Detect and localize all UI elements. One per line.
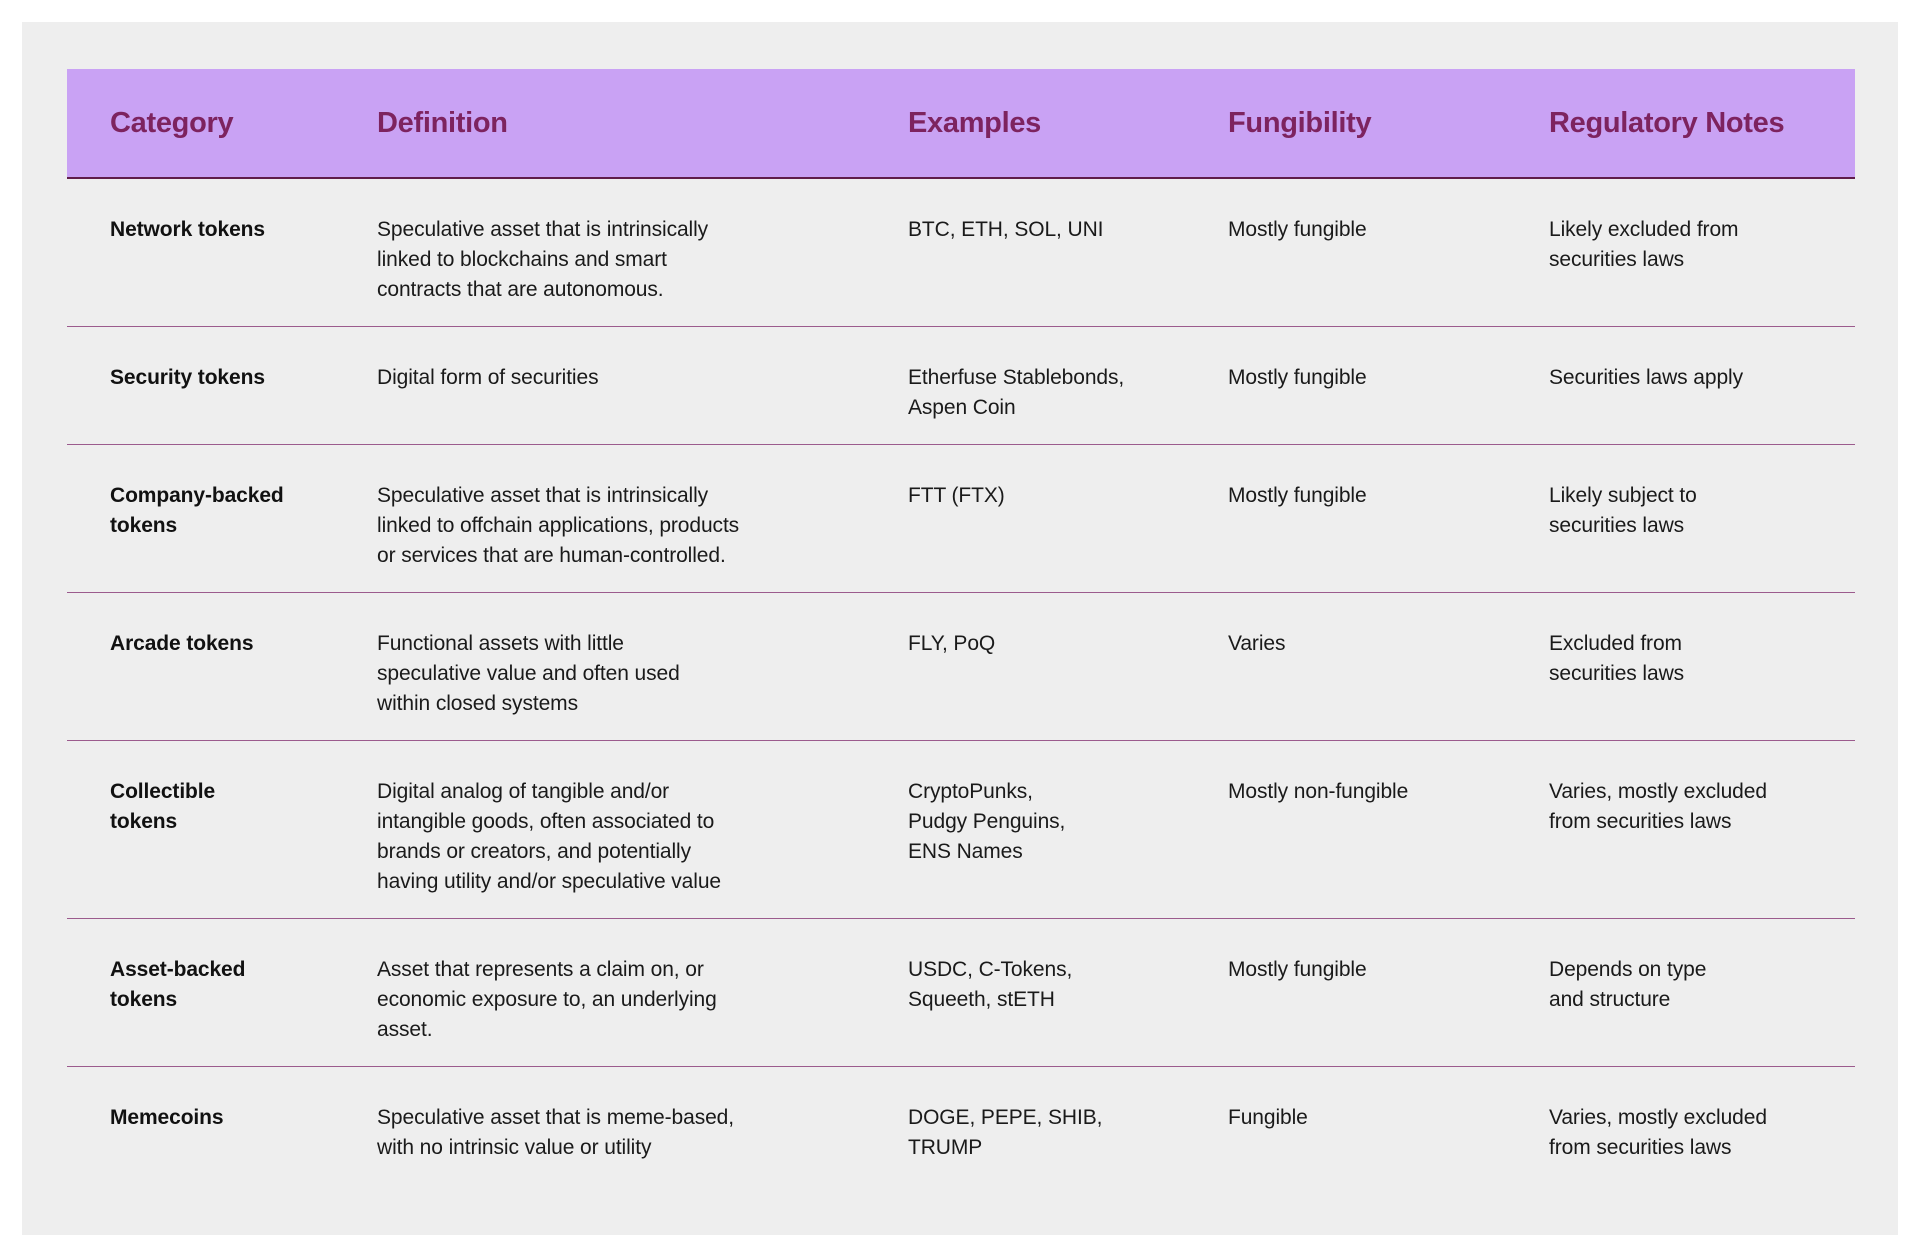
- cell-definition: Digital form of securities: [377, 366, 599, 389]
- cell-definition: Functional assets with little speculativ…: [377, 632, 680, 715]
- cell-regulatory-notes: Varies, mostly excluded from securities …: [1549, 1106, 1767, 1159]
- cell-regulatory-notes: Likely excluded from securities laws: [1549, 218, 1739, 271]
- cell-category: Company-backed tokens: [110, 484, 284, 537]
- cell-fungibility: Mostly fungible: [1228, 366, 1367, 389]
- cell-examples: CryptoPunks, Pudgy Penguins, ENS Names: [908, 780, 1066, 863]
- cell-regulatory-notes: Excluded from securities laws: [1549, 632, 1685, 685]
- column-header-fungibility: Fungibility: [1228, 106, 1372, 139]
- cell-regulatory-notes: Securities laws apply: [1549, 366, 1743, 389]
- cell-examples: BTC, ETH, SOL, UNI: [908, 218, 1104, 241]
- cell-fungibility: Mostly fungible: [1228, 958, 1367, 981]
- cell-fungibility: Mostly non-fungible: [1228, 780, 1409, 803]
- cell-definition: Speculative asset that is intrinsically …: [377, 484, 740, 567]
- cell-fungibility: Fungible: [1228, 1106, 1308, 1129]
- cell-regulatory-notes: Depends on type and structure: [1549, 958, 1707, 1011]
- cell-examples: USDC, C-Tokens, Squeeth, stETH: [908, 958, 1073, 1011]
- cell-examples: FLY, PoQ: [908, 632, 996, 655]
- column-header-category: Category: [110, 106, 234, 139]
- cell-examples: DOGE, PEPE, SHIB, TRUMP: [908, 1106, 1103, 1159]
- cell-fungibility: Mostly fungible: [1228, 484, 1367, 507]
- cell-fungibility: Varies: [1228, 632, 1286, 655]
- token-categories-table: Category Definition Examples Fungibility Reg…: [67, 69, 1855, 1184]
- cell-definition: Speculative asset that is intrinsically …: [377, 218, 709, 301]
- table-row: Company-backed tokens Speculative asset t…: [67, 445, 1855, 593]
- cell-examples: FTT (FTX): [908, 484, 1005, 507]
- cell-category: Network tokens: [110, 218, 265, 241]
- cell-category: Collectible tokens: [110, 780, 216, 833]
- table-row: Arcade tokens Functional assets with litt…: [67, 593, 1855, 741]
- table-header-row: Category Definition Examples Fungibility Reg…: [67, 69, 1855, 179]
- cell-category: Arcade tokens: [110, 632, 254, 655]
- table-row: Network tokens Speculative asset that is …: [67, 179, 1855, 327]
- table-body: Network tokens Speculative asset that is …: [67, 179, 1855, 1184]
- cell-category: Memecoins: [110, 1106, 224, 1129]
- cell-definition: Digital analog of tangible and/or intang…: [377, 780, 721, 893]
- table-row: Asset-backed tokens Asset that represents…: [67, 919, 1855, 1067]
- cell-definition: Speculative asset that is meme-based, wi…: [377, 1106, 734, 1159]
- table-row: Collectible tokens Digital analog of tang…: [67, 741, 1855, 919]
- cell-regulatory-notes: Likely subject to securities laws: [1549, 484, 1697, 537]
- table-panel: Category Definition Examples Fungibility Reg…: [22, 22, 1898, 1235]
- table-row: Security tokens Digital form of securitie…: [67, 327, 1855, 445]
- cell-fungibility: Mostly fungible: [1228, 218, 1367, 241]
- column-header-definition: Definition: [377, 106, 508, 139]
- cell-regulatory-notes: Varies, mostly excluded from securities …: [1549, 780, 1767, 833]
- cell-definition: Asset that represents a claim on, or eco…: [377, 958, 717, 1041]
- cell-category: Security tokens: [110, 366, 265, 389]
- cell-category: Asset-backed tokens: [110, 958, 246, 1011]
- table-row: Memecoins Speculative asset that is meme-…: [67, 1067, 1855, 1184]
- column-header-regulatory-notes: Regulatory Notes: [1549, 106, 1785, 139]
- column-header-examples: Examples: [908, 106, 1042, 139]
- cell-examples: Etherfuse Stablebonds, Aspen Coin: [908, 366, 1125, 419]
